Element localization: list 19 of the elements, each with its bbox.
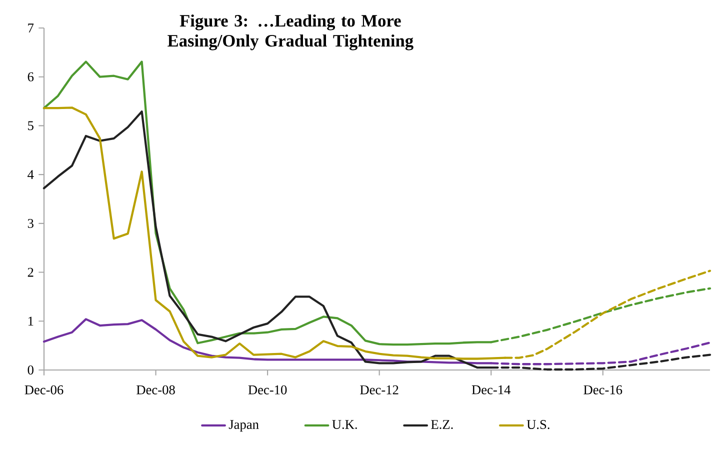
legend-label: Japan (228, 420, 259, 432)
x-tick-label: Dec-08 (136, 385, 175, 394)
x-tick-label: Dec-12 (360, 385, 398, 394)
y-tick-label: 0 (28, 365, 34, 374)
legend-label: U.S. (526, 420, 550, 430)
y-tick-label: 4 (28, 170, 34, 179)
x-tick-label: Dec-14 (472, 385, 511, 394)
legend-label: E.Z. (431, 420, 453, 430)
y-tick-label: 6 (28, 72, 34, 82)
x-tick-label: Dec-10 (248, 385, 287, 394)
legend-label: U.K. (332, 420, 357, 430)
x-tick-label: Dec-06 (24, 385, 64, 394)
x-tick-label: Dec-16 (584, 385, 622, 394)
y-tick-label: 5 (28, 121, 34, 130)
y-tick-label: 3 (28, 218, 34, 228)
y-tick-label: 2 (28, 268, 34, 277)
chart-title: Figure 3: …Leading to More Easing/Only Gradual Tightening (168, 14, 414, 50)
y-tick-label: 7 (28, 24, 34, 32)
y-tick-label: 1 (28, 316, 34, 326)
